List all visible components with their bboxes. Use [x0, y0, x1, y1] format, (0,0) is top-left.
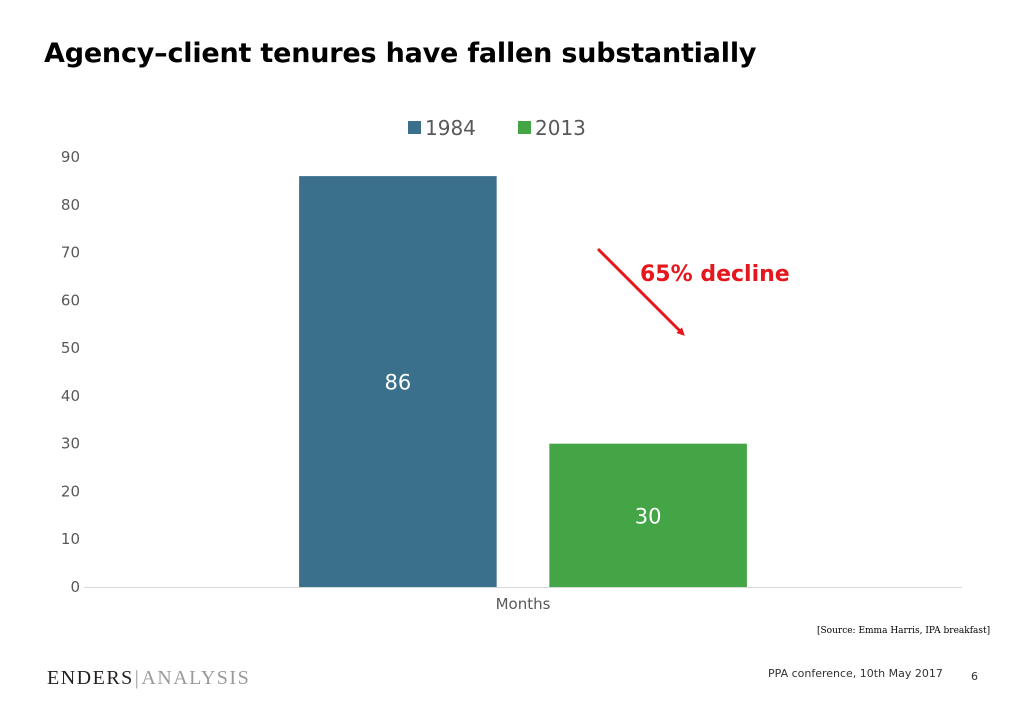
y-tick-label-9: 90 [61, 148, 80, 166]
source-note: [Source: Emma Harris, IPA breakfast] [817, 626, 991, 636]
y-tick-label-1: 10 [61, 530, 80, 548]
legend-swatch-2013 [518, 121, 531, 134]
y-tick-label-3: 30 [61, 435, 80, 453]
y-tick-label-8: 80 [61, 196, 80, 214]
enders-analysis-logo: ENDERS|ANALYSIS [47, 667, 250, 690]
y-axis: 0 10 20 30 40 50 60 70 80 90 [61, 148, 962, 596]
bar-1984-Months [299, 176, 497, 587]
y-tick-label-7: 70 [61, 244, 80, 262]
logo-right: ANALYSIS [141, 667, 251, 689]
decline-annotation: 65% decline [640, 262, 790, 287]
data-label-2013: 30 [635, 504, 662, 528]
slide-title: Agency–client tenures have fallen substa… [44, 38, 757, 69]
logo-left: ENDERS [47, 667, 134, 689]
bar-2013-Months [549, 443, 747, 587]
legend-label-2013: 2013 [535, 116, 586, 140]
y-tick-label-0: 0 [70, 578, 80, 596]
y-tick-label-5: 50 [61, 339, 80, 357]
y-tick-label-2: 20 [61, 482, 80, 500]
y-tick-label-4: 40 [61, 387, 80, 405]
footer-text: PPA conference, 10th May 2017 [768, 667, 943, 680]
legend: 1984 2013 [408, 116, 586, 140]
y-tick-label-6: 60 [61, 291, 80, 309]
logo-separator: | [134, 667, 141, 689]
decline-arrow [596, 247, 685, 336]
legend-swatch-1984 [408, 121, 421, 134]
bars: 86 30 Months [299, 176, 747, 613]
page-number: 6 [971, 670, 978, 683]
legend-label-1984: 1984 [425, 116, 476, 140]
x-category-label-0: Months [496, 595, 551, 613]
decline-arrow-line [596, 247, 685, 336]
data-label-1984: 86 [385, 371, 412, 395]
